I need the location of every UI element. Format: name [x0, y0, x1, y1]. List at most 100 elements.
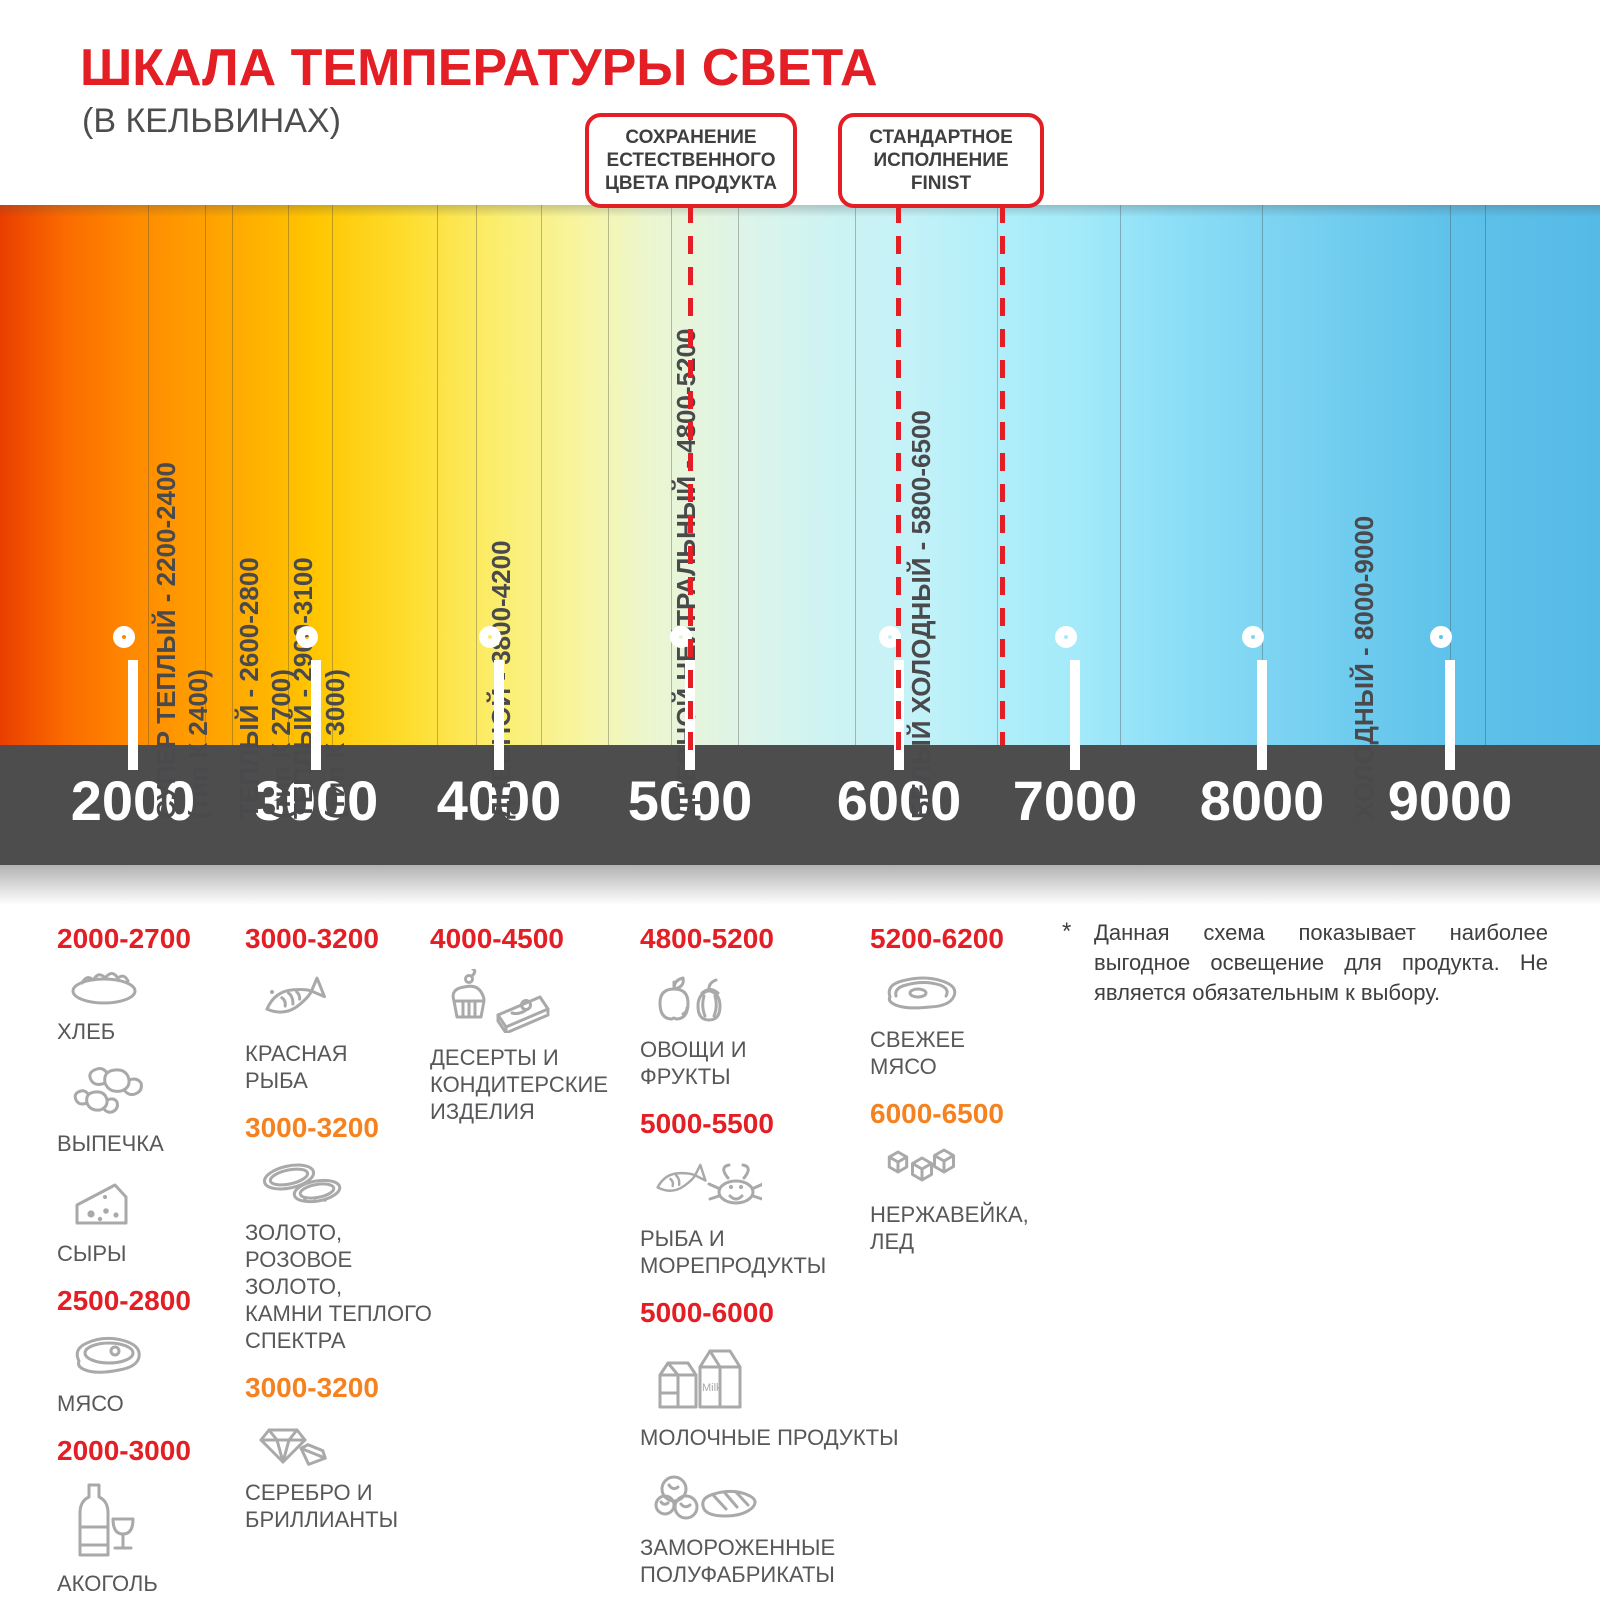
- legend-item-label: РЫБА И МОРЕПРОДУКТЫ: [640, 1226, 827, 1278]
- zone-divider-line: [476, 205, 477, 745]
- legend-column-5: 5200-6200 СВЕЖЕЕ МЯСО 6000-6500 НЕРЖАВЕЙКА,…: [870, 905, 1070, 1273]
- legend-item: НЕРЖАВЕЙКА, ЛЕД: [870, 1144, 1070, 1255]
- fruits-icon: [652, 969, 940, 1030]
- legend-range-header: 4000-4500: [430, 923, 564, 954]
- annotation-dashed-line: [688, 205, 693, 757]
- legend-item: КРАСНАЯ РЫБА: [245, 969, 445, 1094]
- legend-item: ОВОЩИ И ФРУКТЫ: [640, 969, 940, 1090]
- frozen-icon: [652, 1469, 940, 1528]
- legend-range-header: 5000-5500: [640, 1108, 774, 1139]
- legend-item-label: ВЫПЕЧКА: [57, 1131, 164, 1156]
- scale-tick-4000: 4000: [436, 769, 562, 832]
- scale-tick-5000: 5000: [627, 769, 753, 832]
- fish-icon: [257, 969, 445, 1034]
- scale-tick-3000: 3000: [253, 769, 379, 832]
- legend-item: МЯСО: [57, 1331, 237, 1417]
- rings-icon: [257, 1158, 445, 1213]
- bread-icon: [69, 969, 237, 1012]
- zone-label-6: БЕЛЫЙ ХОЛОДНЫЙ - 5800-6500: [905, 410, 937, 819]
- scale-marker-4000: [479, 626, 501, 648]
- zone-divider-line: [288, 205, 289, 745]
- zone-divider-line: [1262, 205, 1263, 745]
- legend-item-label: КРАСНАЯ РЫБА: [245, 1041, 348, 1093]
- zone-divider-line: [1120, 205, 1121, 745]
- legend-item: СЕРЕБРО И БРИЛЛИАНТЫ: [245, 1418, 445, 1533]
- legend-range-header: 5200-6200: [870, 923, 1004, 954]
- zone-divider-line: [1485, 205, 1486, 745]
- scale-marker-stem-9000: [1445, 660, 1455, 770]
- bar-shadow: [0, 865, 1600, 905]
- dessert-icon: [442, 967, 645, 1038]
- scale-tick-8000: 8000: [1199, 769, 1325, 832]
- scale-marker-stem-4000: [494, 660, 504, 770]
- legend-item-label: ОВОЩИ И ФРУКТЫ: [640, 1037, 747, 1089]
- fresh-meat-icon: [882, 969, 1070, 1020]
- legend-item-label: ХЛЕБ: [57, 1019, 116, 1044]
- scale-tick-7000: 7000: [1012, 769, 1138, 832]
- legend-item: СВЕЖЕЕ МЯСО: [870, 969, 1070, 1080]
- legend-item-label: СВЕЖЕЕ МЯСО: [870, 1027, 965, 1079]
- legend-item: РЫБА И МОРЕПРОДУКТЫ: [640, 1154, 940, 1279]
- page-subtitle: (В КЕЛЬВИНАХ): [82, 102, 341, 140]
- legend-item-label: ЗАМОРОЖЕННЫЕ ПОЛУФАБРИКАТЫ: [640, 1535, 836, 1587]
- cheese-icon: [69, 1175, 237, 1234]
- legend-range-header: 2000-3000: [57, 1435, 191, 1466]
- legend-range-header: 4800-5200: [640, 923, 774, 954]
- zone-divider-line: [205, 205, 206, 745]
- zone-divider-line: [671, 205, 672, 745]
- temperature-gradient-band: СУПЕР ТЕПЛЫЙ - 2200-2400 (тип К 2400) ТЕПЛ…: [0, 205, 1600, 819]
- zone-divider-line: [437, 205, 438, 745]
- legend-column-3: 4000-4500 ДЕСЕРТЫ И КОНДИТЕРСКИЕ ИЗДЕЛИЯ: [430, 905, 645, 1143]
- legend-range-header: 2000-2700: [57, 923, 191, 954]
- zone-name-range: БЕЛЫЙ ХОЛОДНЫЙ - 5800-6500: [906, 410, 936, 819]
- scale-marker-5000: [670, 626, 692, 648]
- scale-marker-stem-7000: [1070, 660, 1080, 770]
- footnote-asterisk: *: [1062, 918, 1072, 945]
- legend-item-label: ЗОЛОТО, РОЗОВОЕ ЗОЛОТО, КАМНИ ТЕПЛОГО СП…: [245, 1220, 432, 1353]
- legend-item: СЫРЫ: [57, 1175, 237, 1267]
- scale-marker-stem-8000: [1257, 660, 1267, 770]
- zone-divider-line: [541, 205, 542, 745]
- legend-item: ЗАМОРОЖЕННЫЕ ПОЛУФАБРИКАТЫ: [640, 1469, 940, 1588]
- page-title: ШКАЛА ТЕМПЕРАТУРЫ СВЕТА: [80, 39, 878, 97]
- zone-label-1: СУПЕР ТЕПЛЫЙ - 2200-2400 (тип К 2400): [150, 462, 214, 819]
- ice-icon: [882, 1144, 1070, 1195]
- callout-standard-finist: СТАНДАРТНОЕ ИСПОЛНЕНИЕ FINIST: [838, 113, 1044, 208]
- kelvin-axis-bar: [0, 745, 1600, 865]
- milk-icon: Milk: [652, 1343, 940, 1418]
- zone-type-label: (тип К 3000): [320, 669, 350, 819]
- scale-marker-2000: [113, 626, 135, 648]
- scale-tick-2000: 2000: [70, 769, 196, 832]
- legend-item-label: МОЛОЧНЫЕ ПРОДУКТЫ: [640, 1425, 899, 1450]
- zone-divider-line: [332, 205, 333, 745]
- zone-name-range: ТЕПЛЫЙ - 2600-2800: [234, 557, 264, 819]
- zone-divider-line: [148, 205, 149, 745]
- scale-tick-6000: 6000: [836, 769, 962, 832]
- legend-item-label: ДЕСЕРТЫ И КОНДИТЕРСКИЕ ИЗДЕЛИЯ: [430, 1045, 609, 1124]
- zone-divider-line: [1450, 205, 1451, 745]
- legend-item-label: АКОГОЛЬ: [57, 1571, 158, 1596]
- meat-icon: [69, 1331, 237, 1384]
- legend-item: ХЛЕБ: [57, 969, 237, 1045]
- zone-name-range: СУПЕР ТЕПЛЫЙ - 2200-2400: [151, 462, 181, 819]
- legend-item-label: СЫРЫ: [57, 1241, 127, 1266]
- legend-column-2: 3000-3200 КРАСНАЯ РЫБА 3000-3200 ЗОЛОТО, РО…: [245, 905, 445, 1551]
- annotation-dashed-line: [1000, 205, 1005, 745]
- legend-item: ВЫПЕЧКА: [57, 1063, 237, 1157]
- zone-divider-line: [608, 205, 609, 745]
- scale-marker-9000: [1430, 626, 1452, 648]
- annotation-dashed-line: [896, 205, 901, 757]
- legend-item: ЗОЛОТО, РОЗОВОЕ ЗОЛОТО, КАМНИ ТЕПЛОГО СП…: [245, 1158, 445, 1354]
- zone-divider-line: [997, 205, 998, 745]
- zone-label-7: ХОЛОДНЫЙ - 8000-9000: [1348, 516, 1380, 819]
- diamond-icon: [257, 1418, 445, 1473]
- zone-divider-line: [232, 205, 233, 745]
- legend-item-label: СЕРЕБРО И БРИЛЛИАНТЫ: [245, 1480, 399, 1532]
- scale-marker-stem-3000: [311, 660, 321, 770]
- zone-name-range: ХОЛОДНЫЙ - 8000-9000: [1349, 515, 1379, 819]
- seafood-icon: [652, 1154, 940, 1219]
- legend-item: Milk МОЛОЧНЫЕ ПРОДУКТЫ: [640, 1343, 940, 1451]
- scale-marker-7000: [1055, 626, 1077, 648]
- svg-text:Milk: Milk: [702, 1382, 722, 1394]
- legend-item: АКОГОЛЬ: [57, 1481, 237, 1597]
